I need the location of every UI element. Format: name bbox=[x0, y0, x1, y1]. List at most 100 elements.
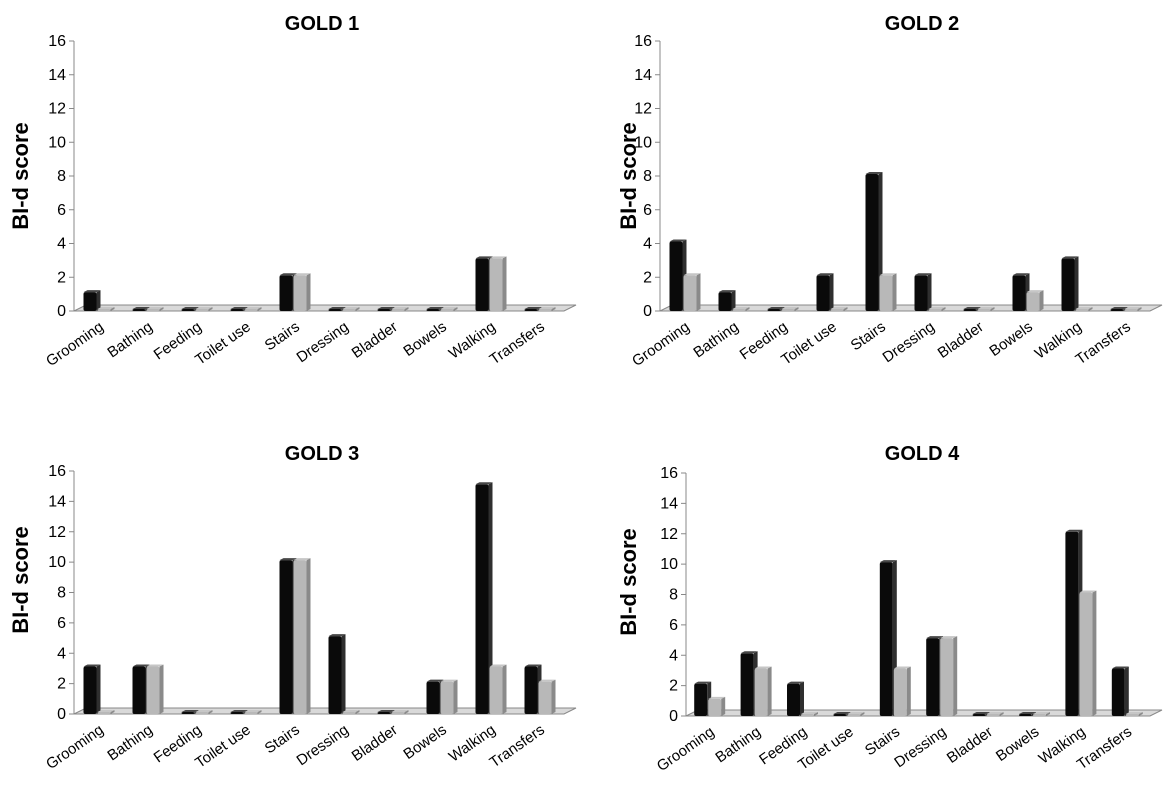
bar-dark bbox=[787, 681, 804, 716]
y-tick-label: 12 bbox=[660, 526, 678, 543]
bar-light bbox=[146, 307, 164, 311]
y-tick-label: 2 bbox=[669, 678, 678, 695]
x-tick-label: Grooming bbox=[654, 723, 718, 775]
x-tick-label: Toilet use bbox=[192, 721, 254, 771]
bar-light bbox=[440, 307, 458, 311]
bar-light bbox=[1026, 290, 1044, 311]
x-tick-label: Bowels bbox=[986, 318, 1035, 360]
bar-light bbox=[847, 712, 865, 716]
y-tick-label: 10 bbox=[48, 134, 66, 151]
x-tick-label: Bathing bbox=[104, 318, 155, 361]
y-tick-label: 10 bbox=[660, 556, 678, 573]
bar-light bbox=[1033, 712, 1050, 716]
chart-panel-3: GOLD 3 BI-d score 0 2 4 6 8 10 12 14 16 GroomingBat… bbox=[8, 443, 577, 773]
x-tick-label: Grooming bbox=[629, 318, 693, 370]
bar-dark bbox=[328, 634, 346, 714]
bar-light bbox=[1075, 307, 1093, 311]
bar-light bbox=[391, 307, 409, 311]
y-tick-label: 14 bbox=[660, 495, 678, 512]
y-tick-label: 6 bbox=[57, 202, 66, 219]
bar-dark bbox=[1061, 256, 1079, 311]
y-tick-label: 14 bbox=[48, 493, 66, 510]
x-tick-label: Transfers bbox=[487, 318, 548, 368]
y-tick-label: 0 bbox=[643, 303, 652, 320]
y-axis-label: BI-d score bbox=[8, 526, 33, 634]
x-tick-label: Bowels bbox=[400, 318, 449, 360]
y-tick-label: 2 bbox=[57, 269, 66, 286]
bar-light bbox=[489, 256, 507, 311]
bar-light bbox=[538, 307, 556, 311]
bar-light bbox=[977, 307, 995, 311]
y-tick-label: 16 bbox=[48, 33, 66, 50]
y-tick-label: 2 bbox=[57, 676, 66, 693]
x-tick-label: Grooming bbox=[43, 721, 107, 773]
y-tick-label: 14 bbox=[634, 67, 652, 84]
y-tick-label: 16 bbox=[634, 33, 652, 50]
y-tick-label: 6 bbox=[57, 615, 66, 632]
y-axis-label: BI-d score bbox=[8, 122, 33, 230]
bar-light bbox=[440, 679, 458, 714]
bar-dark bbox=[1019, 712, 1036, 716]
x-tick-label: Dressing bbox=[891, 723, 949, 771]
bar-light bbox=[97, 710, 115, 714]
bar-light bbox=[879, 273, 897, 311]
y-tick-label: 4 bbox=[57, 645, 66, 662]
x-tick-label: Grooming bbox=[43, 318, 107, 370]
y-tick-label: 0 bbox=[57, 706, 66, 723]
x-tick-label: Stairs bbox=[262, 721, 303, 757]
y-tick-label: 10 bbox=[634, 134, 652, 151]
bar-light bbox=[754, 666, 772, 716]
x-tick-label: Bathing bbox=[690, 318, 741, 361]
x-tick-label: Bladder bbox=[944, 723, 996, 767]
x-tick-label: Transfers bbox=[1073, 318, 1134, 368]
bar-light bbox=[342, 307, 360, 311]
bar-dark bbox=[83, 664, 101, 714]
bar-light bbox=[801, 712, 818, 716]
x-tick-label: Bladder bbox=[349, 721, 401, 765]
bar-light bbox=[830, 307, 848, 311]
bar-light bbox=[538, 679, 556, 714]
x-tick-label: Bladder bbox=[349, 318, 401, 362]
y-tick-label: 0 bbox=[669, 708, 678, 725]
y-tick-label: 4 bbox=[669, 647, 678, 664]
bar-light bbox=[781, 307, 799, 311]
y-tick-label: 4 bbox=[57, 236, 66, 253]
y-axis-label: BI-d score bbox=[616, 528, 641, 636]
bar-light bbox=[244, 710, 262, 714]
y-tick-label: 0 bbox=[57, 303, 66, 320]
bar-light bbox=[342, 710, 360, 714]
bar-light bbox=[293, 558, 311, 714]
y-tick-label: 14 bbox=[48, 67, 66, 84]
chart-panel-4: GOLD 4 BI-d score 0 2 4 6 8 10 12 14 16 GroomingBat… bbox=[616, 443, 1163, 775]
bar-light bbox=[708, 696, 726, 716]
bar-light bbox=[1125, 712, 1143, 716]
x-tick-label: Stairs bbox=[262, 318, 303, 354]
bar-light bbox=[293, 273, 311, 311]
chart-panel-1: GOLD 1 BI-d score 0 2 4 6 8 10 12 14 16 GroomingBat… bbox=[8, 13, 577, 370]
y-axis-label: BI-d score bbox=[616, 122, 641, 230]
bar-dark bbox=[718, 290, 736, 311]
x-tick-label: Toilet use bbox=[192, 318, 254, 368]
y-tick-label: 8 bbox=[669, 587, 678, 604]
y-tick-label: 6 bbox=[669, 617, 678, 634]
x-tick-label: Bathing bbox=[712, 723, 763, 766]
x-tick-label: Bowels bbox=[400, 721, 449, 763]
y-tick-label: 8 bbox=[57, 585, 66, 602]
y-tick-label: 12 bbox=[48, 524, 66, 541]
x-tick-label: Bladder bbox=[935, 318, 987, 362]
bar-light bbox=[1079, 590, 1097, 716]
bar-light bbox=[489, 664, 507, 714]
bar-light bbox=[893, 666, 911, 716]
x-tick-label: Dressing bbox=[880, 318, 938, 366]
chart-title: GOLD 3 bbox=[285, 443, 359, 465]
y-tick-label: 10 bbox=[48, 554, 66, 571]
bar-light bbox=[986, 712, 1004, 716]
bar-light bbox=[940, 636, 958, 716]
y-tick-label: 16 bbox=[660, 465, 678, 482]
bar-dark bbox=[181, 307, 199, 311]
bar-light bbox=[244, 307, 262, 311]
x-tick-label: Dressing bbox=[294, 318, 352, 366]
x-tick-label: Bowels bbox=[993, 723, 1042, 765]
